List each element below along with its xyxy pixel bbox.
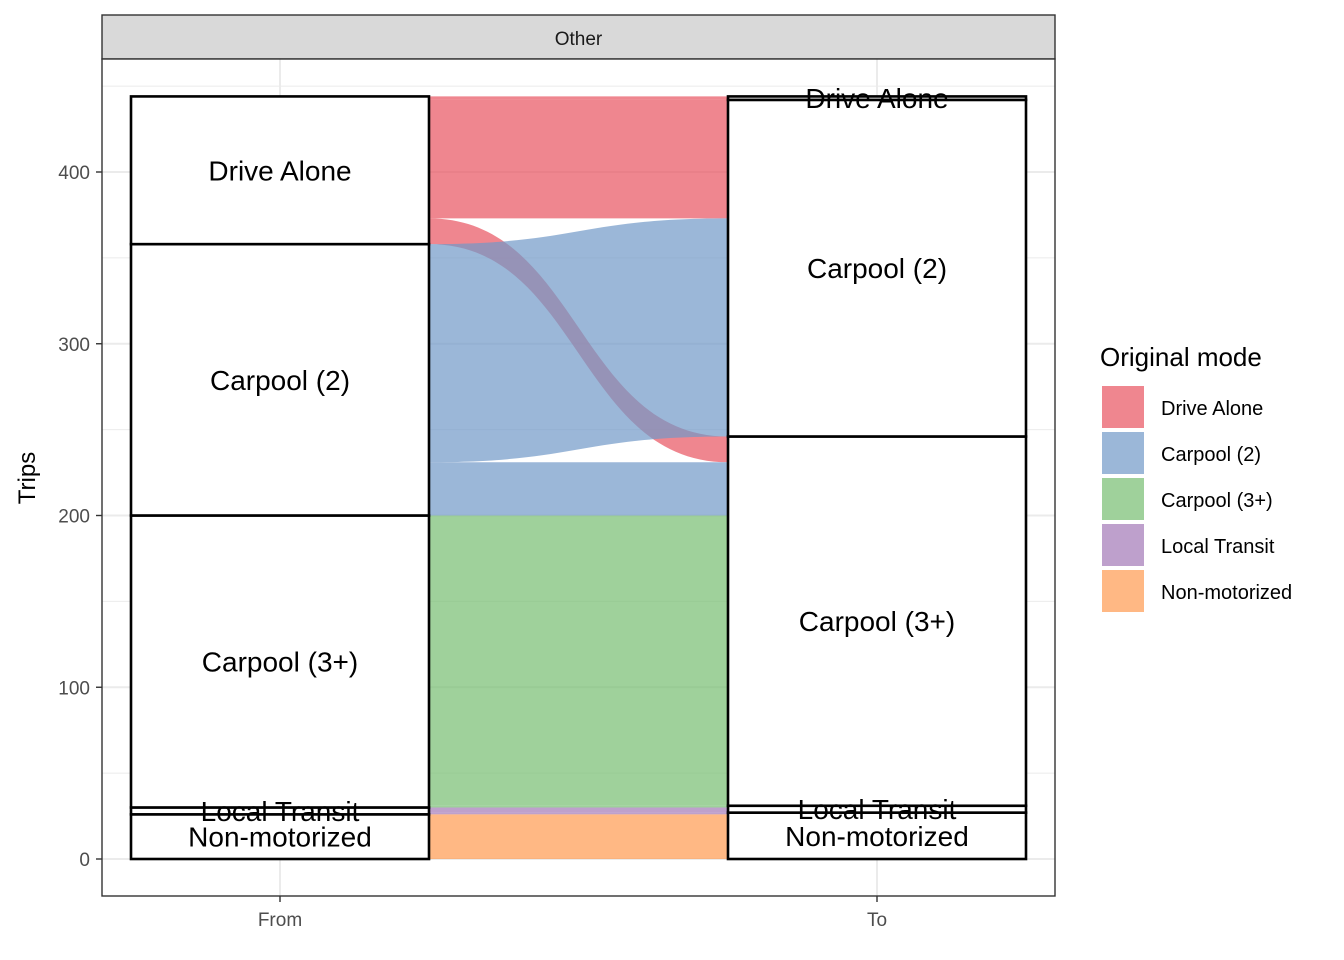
x-axis: From To	[258, 896, 887, 931]
legend-key-local-transit	[1102, 524, 1144, 566]
flow-carpool-3-to-carpool-3	[429, 515, 728, 806]
y-tick-label: 100	[58, 678, 90, 699]
legend-key-carpool-3	[1102, 478, 1144, 520]
from-stratum-label-carpool-2: Carpool (2)	[210, 365, 350, 396]
from-stratum-label-carpool-3: Carpool (3+)	[202, 646, 358, 677]
x-tick-label-to: To	[867, 910, 887, 931]
from-stratum-drive-alone	[129, 95, 431, 246]
legend-label-drive-alone: Drive Alone	[1161, 398, 1263, 420]
legend-label-non-motorized: Non-motorized	[1161, 582, 1292, 604]
from-stratum-label-non-motorized: Non-motorized	[188, 822, 372, 853]
y-axis-title: Trips	[14, 452, 41, 504]
x-tick-label-from: From	[258, 910, 302, 931]
legend-label-carpool-3: Carpool (3+)	[1161, 490, 1273, 512]
from-stratum-carpool-3	[129, 514, 431, 809]
legend-key-carpool-2	[1102, 432, 1144, 474]
facet-strip-label: Other	[555, 29, 603, 50]
y-tick-label: 200	[58, 507, 90, 528]
y-tick-label: 300	[58, 335, 90, 356]
facet-strip: Other	[101, 14, 1056, 60]
legend-label-carpool-2: Carpool (2)	[1161, 444, 1261, 466]
flow-carpool-3-to-local-transit	[429, 805, 728, 808]
flow-local-transit-to-local-transit	[429, 807, 728, 813]
legend-label-local-transit: Local Transit	[1161, 536, 1275, 558]
from-stratum-label-local-transit: Local Transit	[201, 796, 360, 827]
to-stratum-label-carpool-3: Carpool (3+)	[799, 606, 955, 637]
to-stratum-label-carpool-2: Carpool (2)	[807, 253, 947, 284]
to-stratum-label-drive-alone: Drive Alone	[805, 83, 948, 114]
y-axis: 0 100 200 300 400	[58, 163, 102, 871]
flow-carpool-2-to-carpool-2	[429, 218, 728, 463]
y-tick-label: 400	[58, 163, 90, 184]
from-stratum-carpool-2	[129, 242, 431, 517]
to-stratum-non-motorized	[726, 811, 1028, 861]
flow-drive-alone-to-drive-alone	[429, 96, 728, 100]
to-stratum-carpool-2	[726, 98, 1028, 438]
from-stratum-non-motorized	[129, 813, 431, 861]
flow-carpool-2-to-carpool-3	[429, 462, 728, 516]
facet-strip-background	[101, 14, 1056, 60]
legend: Original mode Drive Alone Carpool (2) Carp…	[1100, 342, 1292, 612]
y-tick-label: 0	[79, 850, 90, 871]
from-stratum-label-drive-alone: Drive Alone	[208, 155, 351, 186]
to-stratum-label-local-transit: Local Transit	[798, 794, 957, 825]
to-stratum-drive-alone	[726, 95, 1028, 102]
plot-panel-border	[101, 58, 1056, 897]
to-stratum-label-non-motorized: Non-motorized	[785, 821, 969, 852]
legend-key-drive-alone	[1102, 386, 1144, 428]
flow-non-motorized-to-non-motorized	[429, 814, 728, 859]
to-stratum-carpool-3	[726, 435, 1028, 808]
legend-key-non-motorized	[1102, 570, 1144, 612]
legend-title: Original mode	[1100, 342, 1262, 372]
flow-ribbons	[429, 96, 728, 859]
flow-local-transit-to-non-motorized	[429, 812, 728, 815]
flow-drive-alone-to-carpool-2	[429, 99, 728, 219]
